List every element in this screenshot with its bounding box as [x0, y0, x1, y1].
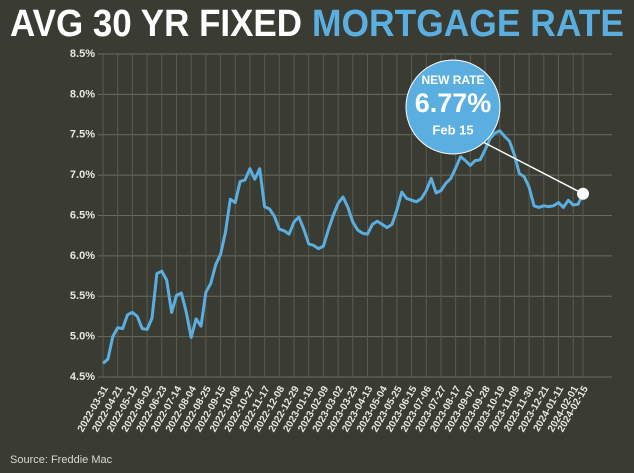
latest-point — [577, 187, 589, 200]
y-tick-label: 6.0% — [70, 250, 95, 262]
source: Source: Freddie Mac — [10, 454, 113, 466]
rate-line — [102, 129, 585, 365]
y-tick-label: 6.5% — [70, 209, 95, 221]
y-tick-label: 4.5% — [70, 371, 95, 383]
y-tick-label: 8.5% — [70, 48, 95, 60]
y-tick-label: 8.0% — [70, 88, 95, 100]
chart-title-highlight: MORTGAGE RATE — [312, 3, 624, 45]
callout-date: Feb 15 — [432, 122, 473, 137]
callout-connector — [482, 141, 584, 195]
callout-bubble — [405, 59, 501, 155]
y-tick-label: 7.0% — [70, 169, 95, 181]
y-tick-label: 5.5% — [70, 290, 95, 302]
callout-value: 6.77% — [415, 88, 492, 118]
callout-heading: NEW RATE — [421, 73, 484, 87]
y-tick-label: 7.5% — [70, 129, 95, 141]
y-tick-label: 5.0% — [70, 331, 95, 343]
chart-title: AVG 30 YR FIXED — [10, 3, 302, 45]
